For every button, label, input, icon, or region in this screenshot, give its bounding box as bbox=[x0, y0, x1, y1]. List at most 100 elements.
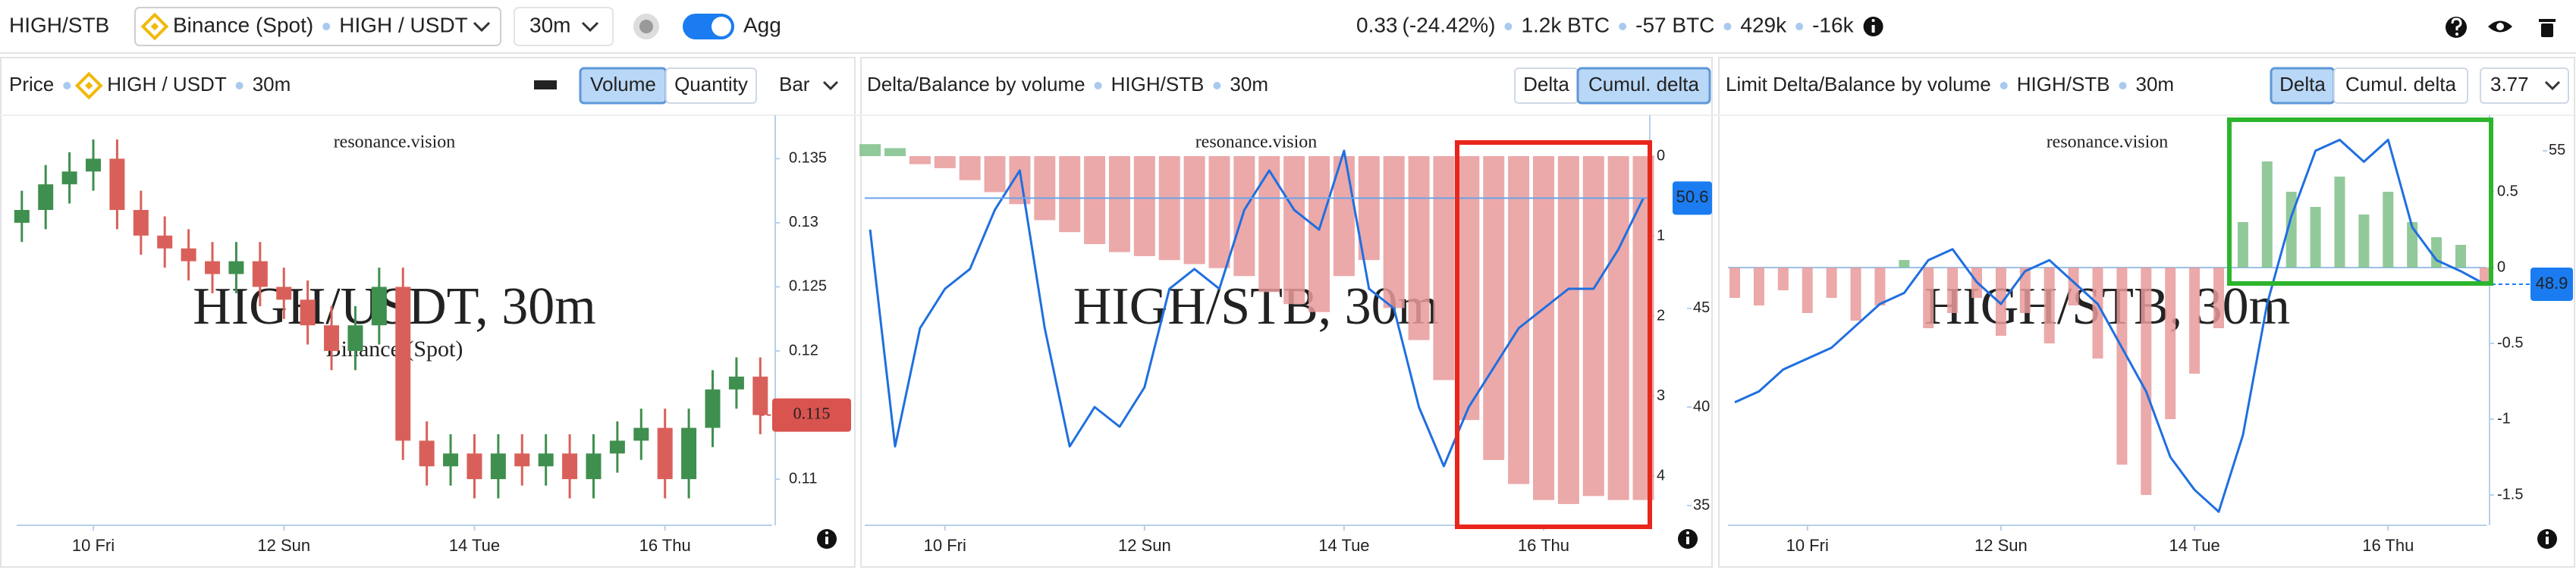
toggle-button[interactable] bbox=[2333, 67, 2468, 104]
panel-title: Limit Delta/Balance by volume bbox=[1726, 73, 1991, 96]
candle-body bbox=[38, 184, 54, 210]
candle-body bbox=[514, 453, 530, 467]
separator-dot bbox=[1094, 82, 1102, 89]
panel-pair: HIGH/STB bbox=[1111, 73, 1205, 96]
candle-body bbox=[276, 287, 292, 300]
candle-body bbox=[347, 325, 363, 352]
exchange-select[interactable] bbox=[134, 7, 501, 46]
delta-bar bbox=[1283, 155, 1305, 305]
delta-bar bbox=[2092, 268, 2103, 359]
agg-label: Agg bbox=[743, 13, 781, 36]
chevron bbox=[581, 21, 599, 33]
chevron bbox=[822, 80, 839, 91]
interval: 30m bbox=[529, 13, 570, 36]
watermark-title: HIGH/STB, 30m bbox=[1924, 277, 2290, 336]
delta-bar bbox=[959, 155, 981, 180]
candle-body bbox=[14, 209, 30, 223]
price: 0.33 bbox=[1356, 13, 1398, 36]
separator-dot bbox=[1504, 23, 1513, 30]
help-icon[interactable] bbox=[2446, 17, 2467, 38]
y-tick-label: 0 bbox=[1657, 147, 1665, 164]
delta-bar bbox=[1034, 155, 1056, 221]
help-glyph bbox=[2451, 17, 2462, 30]
stat: 1.2k BTC bbox=[1521, 13, 1610, 36]
stat: 429k bbox=[1740, 13, 1787, 36]
exchange-logo-core bbox=[85, 81, 93, 90]
info-glyph bbox=[1686, 537, 1689, 544]
delta-bar bbox=[1233, 155, 1255, 277]
delta-bar bbox=[2358, 215, 2370, 268]
delta-bar bbox=[1532, 155, 1554, 500]
toggle-button[interactable] bbox=[1576, 67, 1711, 105]
delta-bar bbox=[1183, 155, 1205, 265]
delta-bar bbox=[2165, 268, 2176, 419]
watermark: resonance.vision bbox=[1195, 133, 1318, 152]
eye-pupil bbox=[2496, 23, 2504, 30]
candle-body bbox=[752, 376, 768, 415]
x-tick-label: 16 Thu bbox=[639, 536, 691, 555]
dropdown[interactable] bbox=[2480, 67, 2569, 104]
toggle-button[interactable] bbox=[665, 67, 757, 104]
y-tick-label: 3 bbox=[1657, 387, 1665, 404]
separator-dot bbox=[1795, 23, 1804, 30]
highlight-box bbox=[1455, 140, 1652, 529]
candle-body bbox=[86, 158, 102, 172]
y2-tick-label: 40 bbox=[1693, 398, 1710, 415]
stat: -57 BTC bbox=[1635, 13, 1714, 36]
delta-bar bbox=[1408, 155, 1430, 340]
delta-bar bbox=[1826, 268, 1837, 298]
candle-body bbox=[395, 287, 411, 441]
toggle-button-label: Delta bbox=[1523, 73, 1569, 96]
info-icon[interactable] bbox=[817, 529, 837, 549]
dropdown-label: 3.77 bbox=[2490, 73, 2529, 96]
delta-bar bbox=[1133, 155, 1155, 256]
delta-bar bbox=[1108, 155, 1130, 252]
y-tick-label: -1 bbox=[2497, 410, 2511, 427]
watermark-subtitle: Binance (Spot) bbox=[326, 337, 463, 362]
y-tick-label: 0.135 bbox=[789, 150, 827, 167]
last-value-tag bbox=[1673, 181, 1712, 215]
delta-bar bbox=[1557, 155, 1579, 504]
delta-bar bbox=[1358, 155, 1380, 261]
delta-bar bbox=[1607, 155, 1629, 500]
eye-icon[interactable] bbox=[2488, 20, 2512, 33]
y-tick-label: 0 bbox=[2497, 258, 2505, 275]
dropdown-label: Bar bbox=[779, 73, 810, 96]
watermark: resonance.vision bbox=[2047, 133, 2169, 152]
candle-body bbox=[109, 158, 125, 210]
interval-select[interactable] bbox=[514, 7, 614, 46]
symbol: HIGH/STB bbox=[9, 13, 109, 36]
delta-bar bbox=[984, 155, 1006, 193]
delta-bar bbox=[2019, 268, 2031, 313]
balance-line bbox=[869, 149, 1645, 468]
y-tick-label: 0.125 bbox=[789, 278, 827, 295]
info-icon[interactable] bbox=[2537, 529, 2557, 549]
info-glyph-dot bbox=[2546, 531, 2549, 534]
delta-bar bbox=[1899, 260, 1910, 268]
separator-dot bbox=[1213, 82, 1221, 89]
candle-body bbox=[681, 428, 697, 480]
stat: -16k bbox=[1812, 13, 1854, 36]
delta-bar bbox=[859, 144, 881, 156]
delta-bar bbox=[1458, 155, 1480, 421]
delta-bar bbox=[1753, 268, 1764, 305]
trash-icon[interactable] bbox=[2539, 19, 2556, 37]
panel-interval: 30m bbox=[253, 73, 291, 96]
y-tick-label: 1 bbox=[1657, 227, 1665, 244]
info-icon[interactable] bbox=[1678, 529, 1698, 549]
candle-body bbox=[324, 325, 340, 352]
separator-dot bbox=[2119, 82, 2127, 89]
exchange: Binance (Spot) bbox=[173, 13, 313, 36]
x-tick-label: 12 Sun bbox=[257, 536, 310, 555]
separator-dot bbox=[1723, 23, 1732, 30]
separator-dot bbox=[63, 82, 71, 89]
ruler-icon[interactable] bbox=[534, 80, 557, 89]
candle-body bbox=[300, 299, 316, 326]
candle-body bbox=[443, 453, 459, 467]
separator-dot bbox=[1619, 23, 1627, 30]
plots: HIGH/STB Binance (Spot) HIGH / USDT 30m Agg 0… bbox=[9, 12, 2573, 555]
candle-body bbox=[252, 261, 268, 287]
x-tick-label: 16 Thu bbox=[1518, 536, 1569, 555]
y2-tick-label: 35 bbox=[1693, 496, 1710, 513]
